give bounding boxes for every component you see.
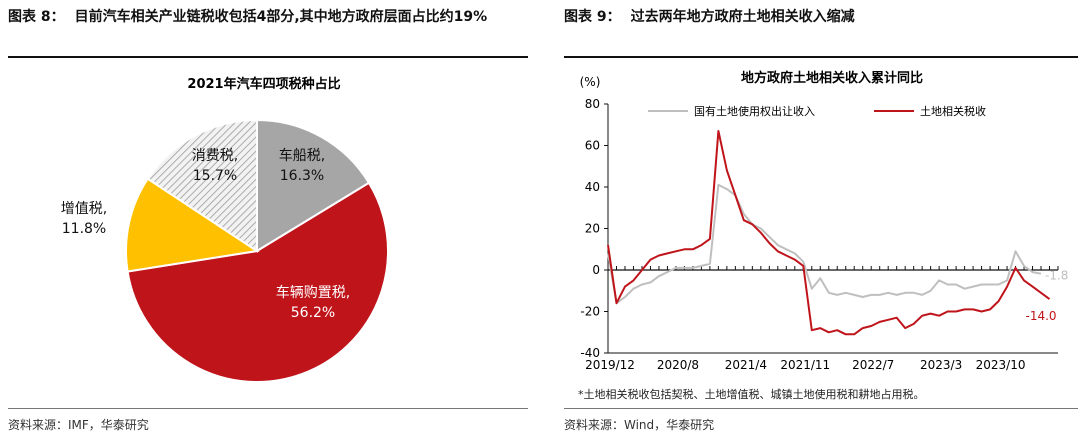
x-tick-label: 2020/8 [657, 358, 699, 372]
legend-label-0: 国有土地使用权出让收入 [694, 104, 815, 118]
pie-value-3: 15.7% [193, 168, 237, 184]
series-end-label-0: -1.8 [1045, 269, 1068, 283]
y-tick-label: -20 [580, 305, 600, 319]
y-tick-label: 20 [585, 222, 600, 236]
pie-chart: 2021年汽车四项税种占比 车船税, 16.3% 车辆购置税, 56.2% 增值税, 11… [61, 76, 389, 383]
pie-chart-title: 2021年汽车四项税种占比 [187, 76, 340, 92]
pie-value-0: 16.3% [280, 168, 324, 184]
right-figure-title-text: 过去两年地方政府土地相关收入缩减 [630, 9, 855, 25]
pie-label-2: 增值税, [61, 201, 107, 217]
right-figure-title: 图表 9： 过去两年地方政府土地相关收入缩减 [564, 6, 1080, 28]
chart-footnote: *土地相关税收包括契税、土地增值税、城镇土地使用税和耕地占用税。 [578, 388, 925, 401]
right-figure-label: 图表 9： [564, 9, 621, 25]
left-figure-title: 图表 8： 目前汽车相关产业链税收包括4部分,其中地方政府层面占比约19% [8, 6, 528, 28]
y-tick-label: 60 [585, 139, 600, 153]
right-figure-panel: 图表 9： 过去两年地方政府土地相关收入缩减 地方政府土地相关收入累计同比 (%)… [556, 0, 1080, 438]
pie-label-0: 车船税, [279, 147, 325, 164]
y-tick-label: -40 [580, 346, 600, 360]
series-end-label-1: -14.0 [1026, 309, 1057, 323]
left-figure-title-text: 目前汽车相关产业链税收包括4部分,其中地方政府层面占比约19% [74, 9, 488, 25]
left-figure-label: 图表 8： [8, 9, 65, 25]
y-tick-label: 40 [585, 180, 600, 194]
pie-slice-1 [126, 181, 389, 383]
left-figure-panel: 图表 8： 目前汽车相关产业链税收包括4部分,其中地方政府层面占比约19% 202… [0, 0, 528, 438]
right-title-rule [564, 56, 1078, 58]
left-bottom-rule [8, 408, 528, 409]
pie-slice-0 [256, 118, 371, 253]
series-line-0 [607, 183, 1042, 305]
x-tick-label: 2019/12 [585, 358, 635, 372]
x-tick-label: 2021/4 [725, 358, 767, 372]
x-tick-label: 2023/3 [920, 358, 962, 372]
x-tick-label: 2022/7 [852, 358, 894, 372]
pie-label-3: 消费税, [192, 148, 238, 164]
pie-slice-2 [125, 177, 260, 273]
y-axis-unit: (%) [580, 75, 601, 89]
x-tick-label: 2021/11 [780, 358, 830, 372]
line-chart-title: 地方政府土地相关收入累计同比 [741, 70, 923, 86]
pie-value-1: 56.2% [291, 305, 335, 321]
right-source: 资料来源：Wind，华泰研究 [564, 418, 715, 432]
right-bottom-rule [564, 408, 1078, 409]
pie-value-2: 11.8% [62, 221, 106, 237]
line-chart: 地方政府土地相关收入累计同比 (%) -40 -20 0 20 40 60 80 2019/1… [580, 70, 1069, 372]
series-line-1 [607, 130, 1051, 336]
left-source: 资料来源：IMF，华泰研究 [8, 418, 149, 432]
legend-label-1: 土地相关税收 [920, 104, 986, 118]
pie-label-1: 车辆购置税, [276, 284, 350, 301]
y-tick-label: 0 [592, 263, 600, 277]
pie-slice-3 [146, 118, 258, 253]
left-title-rule [8, 56, 528, 58]
x-tick-label: 2023/10 [976, 358, 1026, 372]
y-tick-label: 80 [585, 97, 600, 111]
